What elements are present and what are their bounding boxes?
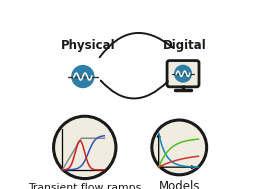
Circle shape [54,116,116,179]
Circle shape [72,66,94,88]
FancyBboxPatch shape [167,60,199,87]
FancyArrowPatch shape [101,81,168,98]
Text: Digital: Digital [163,39,207,52]
Text: Physical: Physical [61,39,116,52]
Circle shape [152,120,207,175]
Text: Transient flow ramps: Transient flow ramps [28,183,142,189]
Text: Models: Models [158,180,200,189]
Circle shape [175,65,191,82]
FancyArrowPatch shape [100,33,172,57]
